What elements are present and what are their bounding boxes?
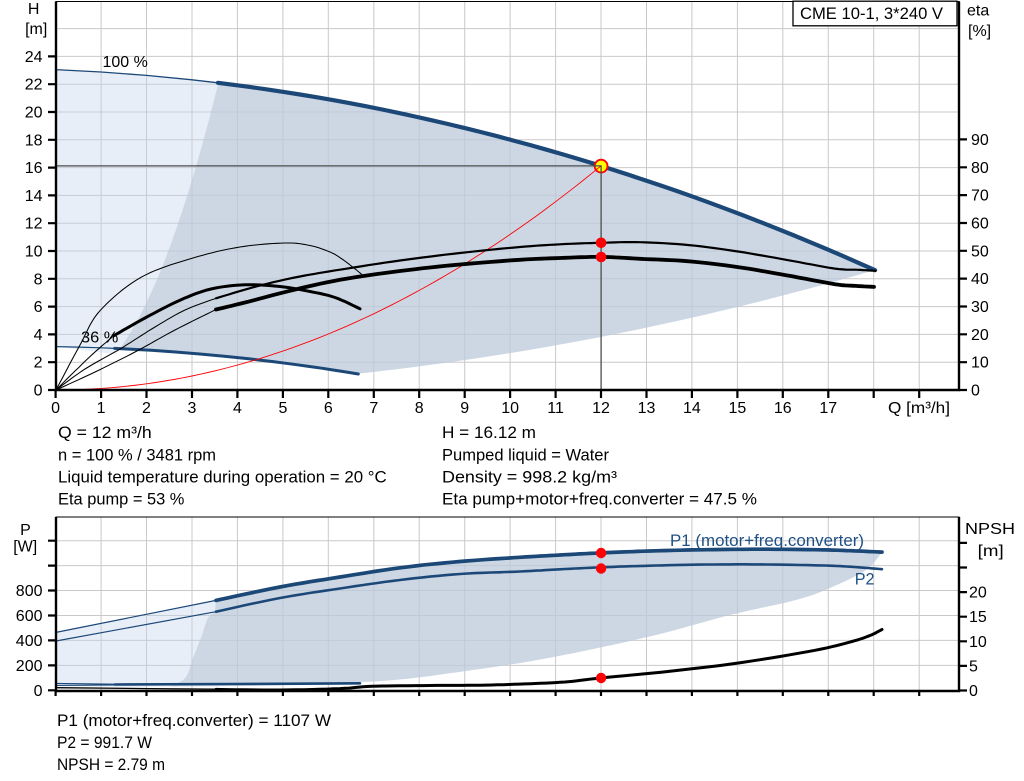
svg-text:P2 = 991.7 W: P2 = 991.7 W (57, 734, 153, 752)
svg-text:40: 40 (971, 271, 989, 288)
svg-text:Q [m³/h]: Q [m³/h] (888, 400, 950, 417)
svg-text:7: 7 (369, 400, 378, 417)
svg-text:11: 11 (547, 400, 564, 417)
svg-text:NPSH = 2.79 m: NPSH = 2.79 m (57, 756, 165, 774)
svg-text:0: 0 (51, 400, 60, 417)
svg-text:9: 9 (460, 400, 469, 417)
svg-text:60: 60 (971, 216, 989, 233)
svg-text:90: 90 (971, 132, 989, 149)
svg-text:80: 80 (971, 160, 989, 177)
svg-text:6: 6 (34, 299, 43, 316)
svg-text:70: 70 (971, 188, 989, 205)
svg-text:16: 16 (774, 400, 792, 417)
svg-text:15: 15 (729, 400, 747, 417)
svg-text:Q = 12 m³/h: Q = 12 m³/h (58, 424, 152, 442)
svg-text:1: 1 (97, 400, 106, 417)
svg-text:n = 100 % / 3481 rpm: n = 100 % / 3481 rpm (58, 446, 216, 464)
svg-text:8: 8 (34, 271, 43, 288)
svg-text:400: 400 (16, 633, 43, 650)
svg-text:36 %: 36 % (81, 330, 118, 347)
svg-text:10: 10 (969, 634, 987, 651)
svg-text:10: 10 (501, 400, 519, 417)
svg-text:0: 0 (971, 383, 980, 400)
svg-text:H: H (28, 1, 40, 18)
svg-text:0: 0 (34, 383, 43, 400)
svg-text:Eta pump = 53 %: Eta pump = 53 % (58, 491, 184, 509)
svg-text:20: 20 (969, 585, 987, 602)
svg-text:2: 2 (142, 400, 151, 417)
svg-text:18: 18 (25, 132, 43, 149)
svg-text:10: 10 (971, 355, 989, 372)
svg-text:P1 (motor+freq.converter): P1 (motor+freq.converter) (670, 532, 864, 550)
svg-text:Eta pump+motor+freq.converter: Eta pump+motor+freq.converter = 47.5 % (442, 491, 757, 509)
svg-text:Pumped liquid = Water: Pumped liquid = Water (442, 446, 610, 464)
svg-text:P1 (motor+freq.converter) = 11: P1 (motor+freq.converter) = 1107 W (57, 712, 332, 730)
svg-text:P2: P2 (855, 571, 875, 589)
svg-text:0: 0 (969, 683, 978, 700)
svg-text:15: 15 (969, 609, 987, 626)
svg-text:[m]: [m] (978, 543, 1004, 560)
svg-text:200: 200 (16, 658, 43, 675)
svg-text:13: 13 (638, 400, 656, 417)
svg-text:12: 12 (25, 216, 43, 233)
svg-text:P: P (20, 522, 31, 539)
svg-text:[m]: [m] (25, 21, 47, 38)
svg-text:[W]: [W] (13, 539, 37, 556)
svg-text:[%]: [%] (968, 23, 991, 40)
svg-text:4: 4 (34, 327, 43, 344)
svg-text:NPSH: NPSH (965, 521, 1015, 538)
svg-text:24: 24 (25, 49, 43, 66)
svg-text:Liquid temperature during oper: Liquid temperature during operation = 20… (58, 468, 387, 486)
svg-text:2: 2 (34, 355, 43, 372)
svg-text:30: 30 (971, 299, 989, 316)
svg-text:eta: eta (967, 2, 989, 19)
svg-text:5: 5 (969, 658, 978, 675)
svg-text:100 %: 100 % (103, 54, 148, 71)
svg-text:12: 12 (592, 400, 610, 417)
svg-text:16: 16 (25, 160, 43, 177)
svg-text:20: 20 (25, 105, 43, 122)
svg-text:6: 6 (324, 400, 333, 417)
svg-text:17: 17 (819, 400, 837, 417)
svg-text:22: 22 (25, 77, 43, 94)
svg-text:20: 20 (971, 327, 989, 344)
svg-text:3: 3 (188, 400, 197, 417)
svg-text:Density = 998.2 kg/m³: Density = 998.2 kg/m³ (442, 468, 618, 486)
svg-text:14: 14 (683, 400, 701, 417)
svg-text:0: 0 (34, 683, 43, 700)
svg-text:10: 10 (25, 244, 43, 261)
svg-text:50: 50 (971, 243, 989, 260)
svg-text:14: 14 (25, 188, 43, 205)
svg-text:CME 10-1, 3*240 V: CME 10-1, 3*240 V (800, 5, 943, 23)
svg-text:8: 8 (415, 400, 424, 417)
svg-text:600: 600 (16, 608, 43, 625)
svg-text:4: 4 (233, 400, 242, 417)
svg-text:800: 800 (16, 583, 43, 600)
svg-text:5: 5 (278, 400, 287, 417)
svg-text:H = 16.12 m: H = 16.12 m (442, 424, 536, 442)
